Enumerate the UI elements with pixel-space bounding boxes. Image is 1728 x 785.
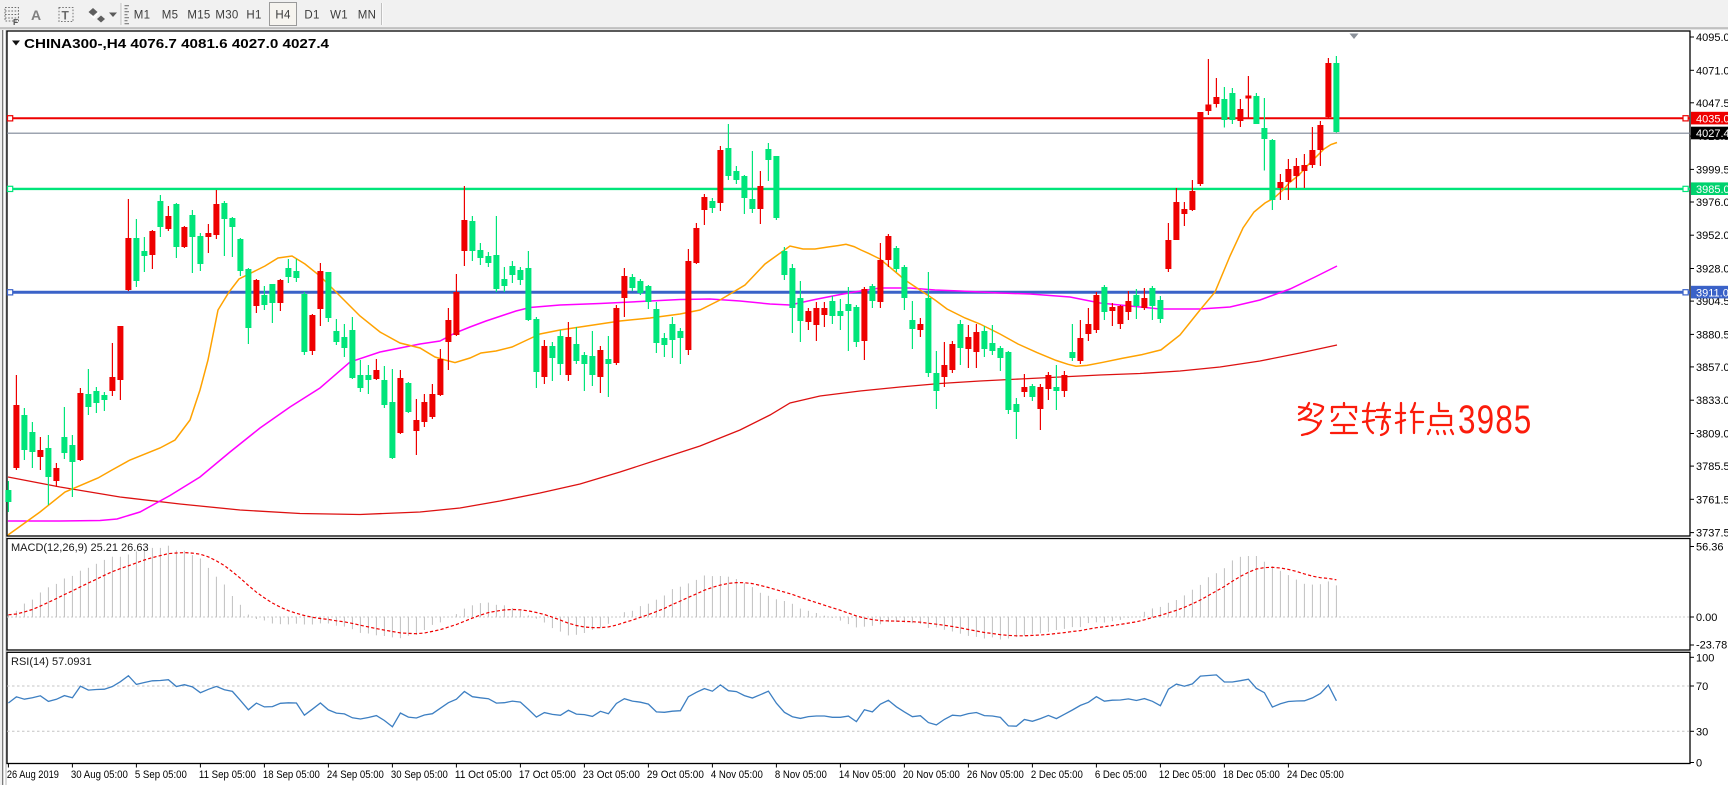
svg-text:5 Sep 05:00: 5 Sep 05:00 [135, 769, 187, 781]
svg-text:2 Dec 05:00: 2 Dec 05:00 [1031, 769, 1083, 781]
svg-text:8: 8 [1495, 398, 1513, 442]
svg-text:3985.0: 3985.0 [1696, 184, 1728, 196]
svg-text:A: A [31, 7, 41, 23]
svg-text:3737.5: 3737.5 [1696, 528, 1728, 540]
svg-text:3911.0: 3911.0 [1696, 287, 1728, 299]
svg-text:5: 5 [1514, 398, 1532, 442]
svg-text:24 Dec 05:00: 24 Dec 05:00 [1287, 769, 1344, 781]
svg-text:W1: W1 [330, 10, 348, 22]
svg-text:M30: M30 [215, 10, 238, 22]
svg-text:18 Sep 05:00: 18 Sep 05:00 [263, 769, 320, 781]
svg-text:H1: H1 [246, 10, 261, 22]
svg-text:9: 9 [1477, 398, 1495, 442]
svg-text:4035.0: 4035.0 [1696, 113, 1728, 125]
svg-text:100: 100 [1696, 652, 1714, 664]
svg-text:3952.0: 3952.0 [1696, 230, 1728, 242]
svg-text:26 Aug 2019: 26 Aug 2019 [7, 769, 59, 781]
svg-text:3: 3 [1458, 398, 1476, 442]
svg-text:17 Oct 05:00: 17 Oct 05:00 [519, 769, 576, 781]
svg-text:3976.0: 3976.0 [1696, 197, 1728, 209]
svg-text:23 Oct 05:00: 23 Oct 05:00 [583, 769, 640, 781]
svg-text:3809.0: 3809.0 [1696, 429, 1728, 441]
svg-text:4 Nov 05:00: 4 Nov 05:00 [711, 769, 763, 781]
svg-text:8 Nov 05:00: 8 Nov 05:00 [775, 769, 827, 781]
svg-text:MN: MN [358, 10, 377, 22]
svg-text:-23.78: -23.78 [1696, 640, 1727, 652]
svg-text:3761.5: 3761.5 [1696, 494, 1728, 506]
svg-text:4095.0: 4095.0 [1696, 32, 1728, 44]
svg-text:F: F [13, 17, 18, 27]
svg-text:12 Dec 05:00: 12 Dec 05:00 [1159, 769, 1216, 781]
svg-text:4071.0: 4071.0 [1696, 65, 1728, 77]
svg-text:H4: H4 [275, 10, 291, 22]
svg-text:D1: D1 [304, 10, 319, 22]
svg-text:T: T [62, 9, 70, 23]
svg-text:11 Sep 05:00: 11 Sep 05:00 [199, 769, 256, 781]
svg-text:3904.5: 3904.5 [1696, 296, 1728, 308]
svg-text:30 Sep 05:00: 30 Sep 05:00 [391, 769, 448, 781]
svg-text:30 Aug 05:00: 30 Aug 05:00 [71, 769, 128, 781]
svg-text:RSI(14) 57.0931: RSI(14) 57.0931 [11, 656, 92, 668]
svg-text:29 Oct 05:00: 29 Oct 05:00 [647, 769, 704, 781]
svg-text:3785.5: 3785.5 [1696, 461, 1728, 473]
svg-text:30: 30 [1696, 726, 1708, 738]
svg-text:M5: M5 [162, 10, 179, 22]
svg-text:26 Nov 05:00: 26 Nov 05:00 [967, 769, 1024, 781]
svg-text:CHINA300-,H4 4076.7 4081.6 40: CHINA300-,H4 4076.7 4081.6 4027.0 4027.4 [24, 37, 329, 51]
svg-text:MACD(12,26,9) 25.21 26.63: MACD(12,26,9) 25.21 26.63 [11, 542, 149, 554]
svg-text:3999.5: 3999.5 [1696, 164, 1728, 176]
svg-text:M1: M1 [134, 10, 151, 22]
svg-text:56.36: 56.36 [1696, 542, 1724, 554]
svg-text:6 Dec 05:00: 6 Dec 05:00 [1095, 769, 1147, 781]
svg-text:0: 0 [1696, 758, 1702, 770]
svg-text:3928.0: 3928.0 [1696, 264, 1728, 276]
svg-text:3857.0: 3857.0 [1696, 362, 1728, 374]
svg-text:M15: M15 [187, 10, 210, 22]
svg-text:3880.5: 3880.5 [1696, 329, 1728, 341]
svg-text:0.00: 0.00 [1696, 612, 1717, 624]
svg-text:4027.4: 4027.4 [1696, 128, 1728, 140]
svg-text:3833.0: 3833.0 [1696, 395, 1728, 407]
svg-text:11 Oct 05:00: 11 Oct 05:00 [455, 769, 512, 781]
svg-text:70: 70 [1696, 681, 1708, 693]
svg-text:14 Nov 05:00: 14 Nov 05:00 [839, 769, 896, 781]
svg-text:24 Sep 05:00: 24 Sep 05:00 [327, 769, 384, 781]
svg-text:20 Nov 05:00: 20 Nov 05:00 [903, 769, 960, 781]
svg-text:4047.5: 4047.5 [1696, 98, 1728, 110]
svg-text:18 Dec 05:00: 18 Dec 05:00 [1223, 769, 1280, 781]
